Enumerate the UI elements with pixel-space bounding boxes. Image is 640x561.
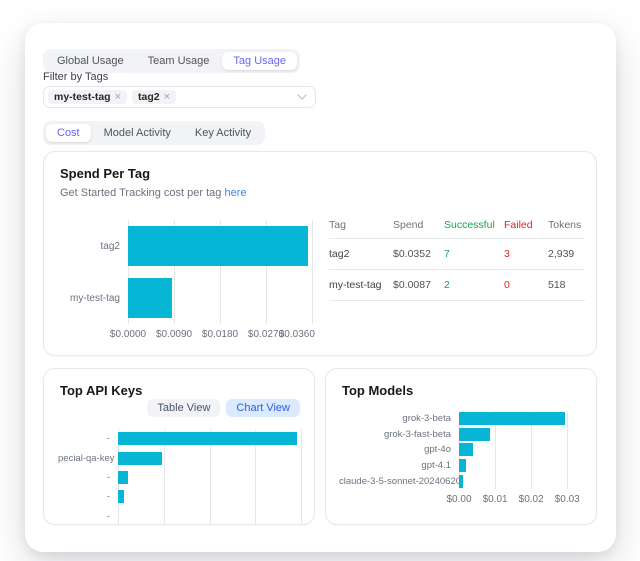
tag-filter-select[interactable]: my-test-tag × tag2 ×: [43, 86, 316, 108]
tab-team-usage[interactable]: Team Usage: [147, 55, 210, 67]
y-axis-label: -: [106, 471, 110, 483]
top-api-keys-chart: - pecial-qa-key - - -: [58, 429, 302, 524]
spend-per-tag-table: Tag Spend Successful Failed Tokens tag2 …: [329, 212, 585, 301]
bar[interactable]: [118, 490, 125, 504]
x-axis-tick: $0.0360: [278, 329, 315, 340]
tab-model-activity[interactable]: Model Activity: [103, 127, 171, 139]
chart-row: my-test-tag: [56, 272, 312, 324]
bar[interactable]: [459, 459, 467, 473]
bar[interactable]: [459, 427, 490, 441]
cell-tag: tag2: [329, 248, 350, 260]
chart-row: tag2: [56, 220, 312, 272]
chart-row: gpt-4o: [339, 442, 569, 458]
bar[interactable]: [118, 470, 129, 484]
y-axis-label: grok-3-fast-beta: [383, 428, 451, 440]
subtitle-text: Get Started Tracking cost per tag: [60, 187, 225, 199]
bar[interactable]: [118, 451, 163, 465]
tab-tag-usage[interactable]: Tag Usage: [222, 52, 298, 70]
bar[interactable]: [459, 443, 474, 457]
dashboard-panel: Global Usage Team Usage Tag Usage Filter…: [25, 23, 616, 552]
tag-chip: tag2 ×: [132, 90, 177, 104]
remove-tag-icon[interactable]: ×: [114, 91, 122, 103]
top-api-keys-card: Top API Keys Table View Chart View - peci…: [43, 368, 315, 525]
spend-per-tag-subtitle: Get Started Tracking cost per tag here: [60, 187, 247, 199]
top-models-chart: grok-3-beta grok-3-fast-beta gpt-4o gpt-4.1…: [339, 411, 580, 508]
bar[interactable]: [459, 474, 463, 488]
table-view-button[interactable]: Table View: [147, 399, 221, 417]
table-row: tag2 $0.0352 7 3 2,939: [329, 239, 585, 270]
chart-row: -: [58, 507, 301, 524]
chart-row: gpt-4.1: [339, 458, 569, 474]
view-tabs: Cost Model Activity Key Activity: [43, 121, 266, 145]
x-axis-tick: $0.00: [446, 493, 472, 505]
cell-tokens: 518: [548, 279, 566, 291]
usage-tabs: Global Usage Team Usage Tag Usage: [43, 49, 301, 73]
tag-chip-label: my-test-tag: [54, 91, 111, 103]
cell-failed: 3: [504, 248, 510, 260]
top-models-card: Top Models grok-3-beta grok-3-fast-beta gp…: [325, 368, 597, 525]
chart-row: -: [58, 429, 301, 448]
y-axis-label: -: [106, 510, 110, 522]
chart-row: claude-3-5-sonnet-20240620: [339, 473, 569, 489]
chart-view-button[interactable]: Chart View: [226, 399, 300, 417]
tab-key-activity[interactable]: Key Activity: [194, 127, 252, 139]
bar[interactable]: [128, 226, 308, 266]
y-axis-label: my-test-tag: [69, 292, 120, 304]
col-tag: Tag: [329, 219, 346, 231]
spend-per-tag-card: Spend Per Tag Get Started Tracking cost …: [43, 151, 597, 356]
tag-chip-label: tag2: [138, 91, 160, 103]
cell-tag: my-test-tag: [329, 279, 382, 291]
bar[interactable]: [459, 412, 566, 426]
chart-row: pecial-qa-key: [58, 448, 301, 467]
cell-successful: 2: [444, 279, 450, 291]
cell-successful: 7: [444, 248, 450, 260]
filter-by-tags-label: Filter by Tags: [43, 71, 109, 83]
cell-spend: $0.0352: [393, 248, 431, 260]
chart-row: -: [58, 487, 301, 506]
spend-per-tag-chart: tag2 my-test-tag $0.0000 $0.0090 $0.0180 $0.0…: [56, 220, 315, 343]
y-axis-label: grok-3-beta: [402, 413, 451, 425]
tag-chip: my-test-tag ×: [48, 90, 128, 104]
bar[interactable]: [118, 432, 297, 446]
y-axis-label: -: [106, 433, 110, 445]
chart-row: -: [58, 468, 301, 487]
col-successful: Successful: [444, 219, 495, 231]
here-link[interactable]: here: [224, 187, 247, 199]
top-api-keys-title: Top API Keys: [60, 383, 143, 398]
top-models-title: Top Models: [342, 383, 414, 398]
x-axis-tick: $0.03: [554, 493, 580, 505]
y-axis-label: gpt-4.1: [421, 460, 451, 472]
x-axis-tick: $0.01: [482, 493, 508, 505]
y-axis-label: tag2: [100, 240, 120, 252]
bar[interactable]: [128, 278, 173, 318]
x-axis-tick: $0.0090: [155, 329, 193, 340]
cell-tokens: 2,939: [548, 248, 575, 260]
y-axis-label: pecial-qa-key: [58, 452, 115, 464]
x-axis-tick: $0.02: [518, 493, 544, 505]
cell-failed: 0: [504, 279, 510, 291]
x-axis-tick: $0.0000: [109, 329, 147, 340]
y-axis-label: -: [106, 491, 110, 503]
chart-row: grok-3-beta: [339, 411, 569, 427]
col-tokens: Tokens: [548, 219, 582, 231]
y-axis-label: gpt-4o: [424, 444, 451, 456]
spend-per-tag-title: Spend Per Tag: [60, 166, 151, 181]
table-header-row: Tag Spend Successful Failed Tokens: [329, 212, 585, 239]
cell-spend: $0.0087: [393, 279, 431, 291]
y-axis-label: claude-3-5-sonnet-20240620: [339, 475, 459, 487]
col-spend: Spend: [393, 219, 424, 231]
table-row: my-test-tag $0.0087 2 0 518: [329, 270, 585, 301]
x-axis-tick: $0.0180: [201, 329, 239, 340]
col-failed: Failed: [504, 219, 533, 231]
view-toggle: Table View Chart View: [147, 399, 300, 417]
remove-tag-icon[interactable]: ×: [163, 91, 171, 103]
tab-global-usage[interactable]: Global Usage: [57, 55, 124, 67]
chart-row: grok-3-fast-beta: [339, 427, 569, 443]
chevron-down-icon: [297, 94, 307, 100]
x-axis-tick: $0.0270: [247, 329, 285, 340]
tab-cost[interactable]: Cost: [46, 124, 91, 142]
